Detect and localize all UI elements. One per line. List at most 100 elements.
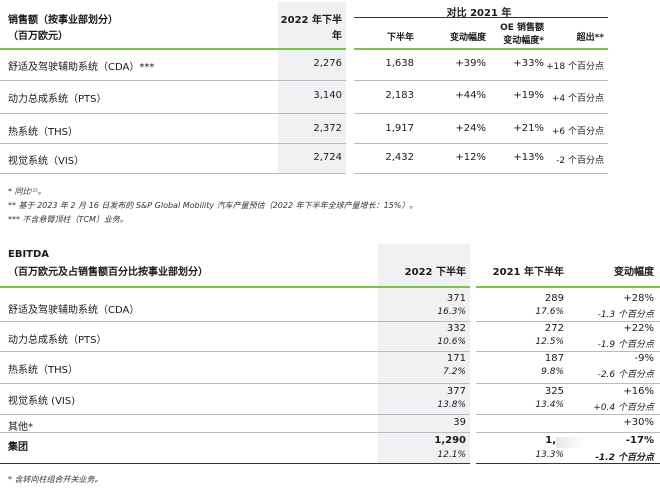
ebitda-row-label: 其他* [8,422,33,433]
sales-row-label: 动力总成系统（PTS） [8,94,107,105]
ebitda-row-label: 视觉系统 (VIS) [8,396,76,407]
redaction-blur [556,437,586,448]
row-divider [354,113,608,114]
sales-row-2022: 2,724 [313,152,342,163]
row-divider [476,351,660,352]
sales-h2022-header-2: 年 [332,31,342,42]
ebitda-row-pct-change: -2.6 个百分点 [597,370,654,380]
row-divider [0,383,470,384]
row-divider [476,414,660,415]
row-divider [0,414,470,415]
ebitda-row-2021: 187 [544,353,564,364]
ebitda-row-2022-pct: 13.8% [437,400,466,410]
sales-row-oe: +21% [513,123,544,134]
sales-row-outperf: -2 个百分点 [556,156,604,166]
row-divider [0,432,470,433]
row-divider [0,321,470,322]
ebitda-header-rule-left [0,286,470,288]
ebitda-row-2022: 39 [453,417,466,428]
sales-row-outperf: +4 个百分点 [551,94,604,104]
sales-row-change: +24% [455,123,486,134]
sales-footnote: * 同比⁽²⁾。 [8,187,46,196]
ebitda-row-pct-change: -1.9 个百分点 [597,340,654,350]
ebitda-row-pct-change: -1.3 个百分点 [597,310,654,320]
sales-unit: （百万欧元） [8,31,68,42]
sales-vs2021-underline [354,17,608,18]
total-underline [0,463,470,464]
row-divider [354,143,608,144]
ebitda-row-label: 舒适及驾驶辅助系统（CDA） [8,305,140,316]
sales-row-label: 视觉系统（VIS） [8,156,85,167]
ebitda-row-pct-change: +0.4 个百分点 [593,403,654,413]
ebitda-h2021-header: 2021 年下半年 [492,267,564,278]
ebitda-row-2022: 377 [446,386,466,397]
ebitda-row-2022-pct: 7.2% [443,367,466,377]
ebitda-header-rule-right [476,286,660,288]
ebitda-row-pct-change: -1.2 个百分点 [595,453,654,463]
ebitda-row-label: 热系统（THS） [8,365,78,376]
sales-row-h2: 1,917 [385,123,414,134]
sales-header-rule-left [0,48,346,50]
sales-row-change: +44% [455,90,486,101]
sales-row-2022: 3,140 [313,90,342,101]
ebitda-row-2021-pct: 12.5% [535,337,564,347]
sales-oe-header-2: 变动幅度* [503,36,544,46]
sales-row-h2: 2,432 [385,152,414,163]
sales-vs2021-header: 对比 2021 年 [446,8,512,19]
sales-row-oe: +13% [513,152,544,163]
row-divider [0,351,470,352]
ebitda-row-change: +30% [623,417,654,428]
sales-title: 销售额（按事业部划分） [8,15,118,26]
row-divider [0,173,346,174]
ebitda-change-header: 变动幅度 [614,267,654,278]
ebitda-row-2021: 1, [545,435,556,446]
ebitda-row-change: +28% [623,293,654,304]
ebitda-row-change: +22% [623,323,654,334]
ebitda-footnote: * 含转向柱组合开关业务。 [8,475,103,484]
ebitda-row-2021-pct: 13.3% [535,450,564,460]
ebitda-row-2022: 171 [446,353,466,364]
sales-row-change: +39% [455,58,486,69]
sales-oe-header: OE 销售额 [500,23,544,33]
sales-2022-column-bg [278,2,346,174]
total-underline [476,463,660,464]
row-divider [476,321,660,322]
sales-row-2022: 2,276 [313,58,342,69]
ebitda-row-2021-pct: 17.6% [535,307,564,317]
ebitda-row-2022: 371 [446,293,466,304]
ebitda-row-2021: 289 [544,293,564,304]
ebitda-row-2022-pct: 16.3% [437,307,466,317]
sales-row-outperf: +18 个百分点 [546,62,604,72]
sales-row-2022: 2,372 [313,123,342,134]
ebitda-row-label: 动力总成系统（PTS） [8,335,107,346]
row-divider [354,80,608,81]
ebitda-row-2021: 272 [544,323,564,334]
ebitda-row-label: 集团 [8,442,28,453]
sales-header-rule-right [354,48,608,50]
sales-row-oe: +19% [513,90,544,101]
sales-row-h2: 2,183 [385,90,414,101]
ebitda-row-change: -9% [634,353,654,364]
ebitda-row-2021: 325 [544,386,564,397]
sales-row-change: +12% [455,152,486,163]
sales-row-outperf: +6 个百分点 [551,127,604,137]
ebitda-title: EBITDA [8,249,50,260]
ebitda-row-2022-pct: 12.1% [437,450,466,460]
row-divider [354,173,608,174]
row-divider [476,432,660,433]
sales-footnote: ** 基于 2023 年 2 月 16 日发布的 S&P Global Mobi… [8,201,418,210]
row-divider [0,80,346,81]
sales-h2022-header: 2022 年下半 [280,15,342,26]
row-divider [476,383,660,384]
sales-row-oe: +33% [513,58,544,69]
ebitda-unit: （百万欧元及占销售额百分比按事业部划分） [8,267,208,278]
row-divider [0,143,346,144]
sales-row-label: 热系统（THS） [8,127,78,138]
sales-outperf-header: 超出** [576,33,604,43]
row-divider [0,113,346,114]
ebitda-row-2022-pct: 10.6% [437,337,466,347]
ebitda-2022-column-bg [378,244,470,464]
sales-footnote: *** 不含悬臂顶柱（TCM）业务。 [8,215,128,224]
sales-row-label: 舒适及驾驶辅助系统（CDA）*** [8,62,155,73]
sales-change-header: 变动幅度 [449,33,486,43]
